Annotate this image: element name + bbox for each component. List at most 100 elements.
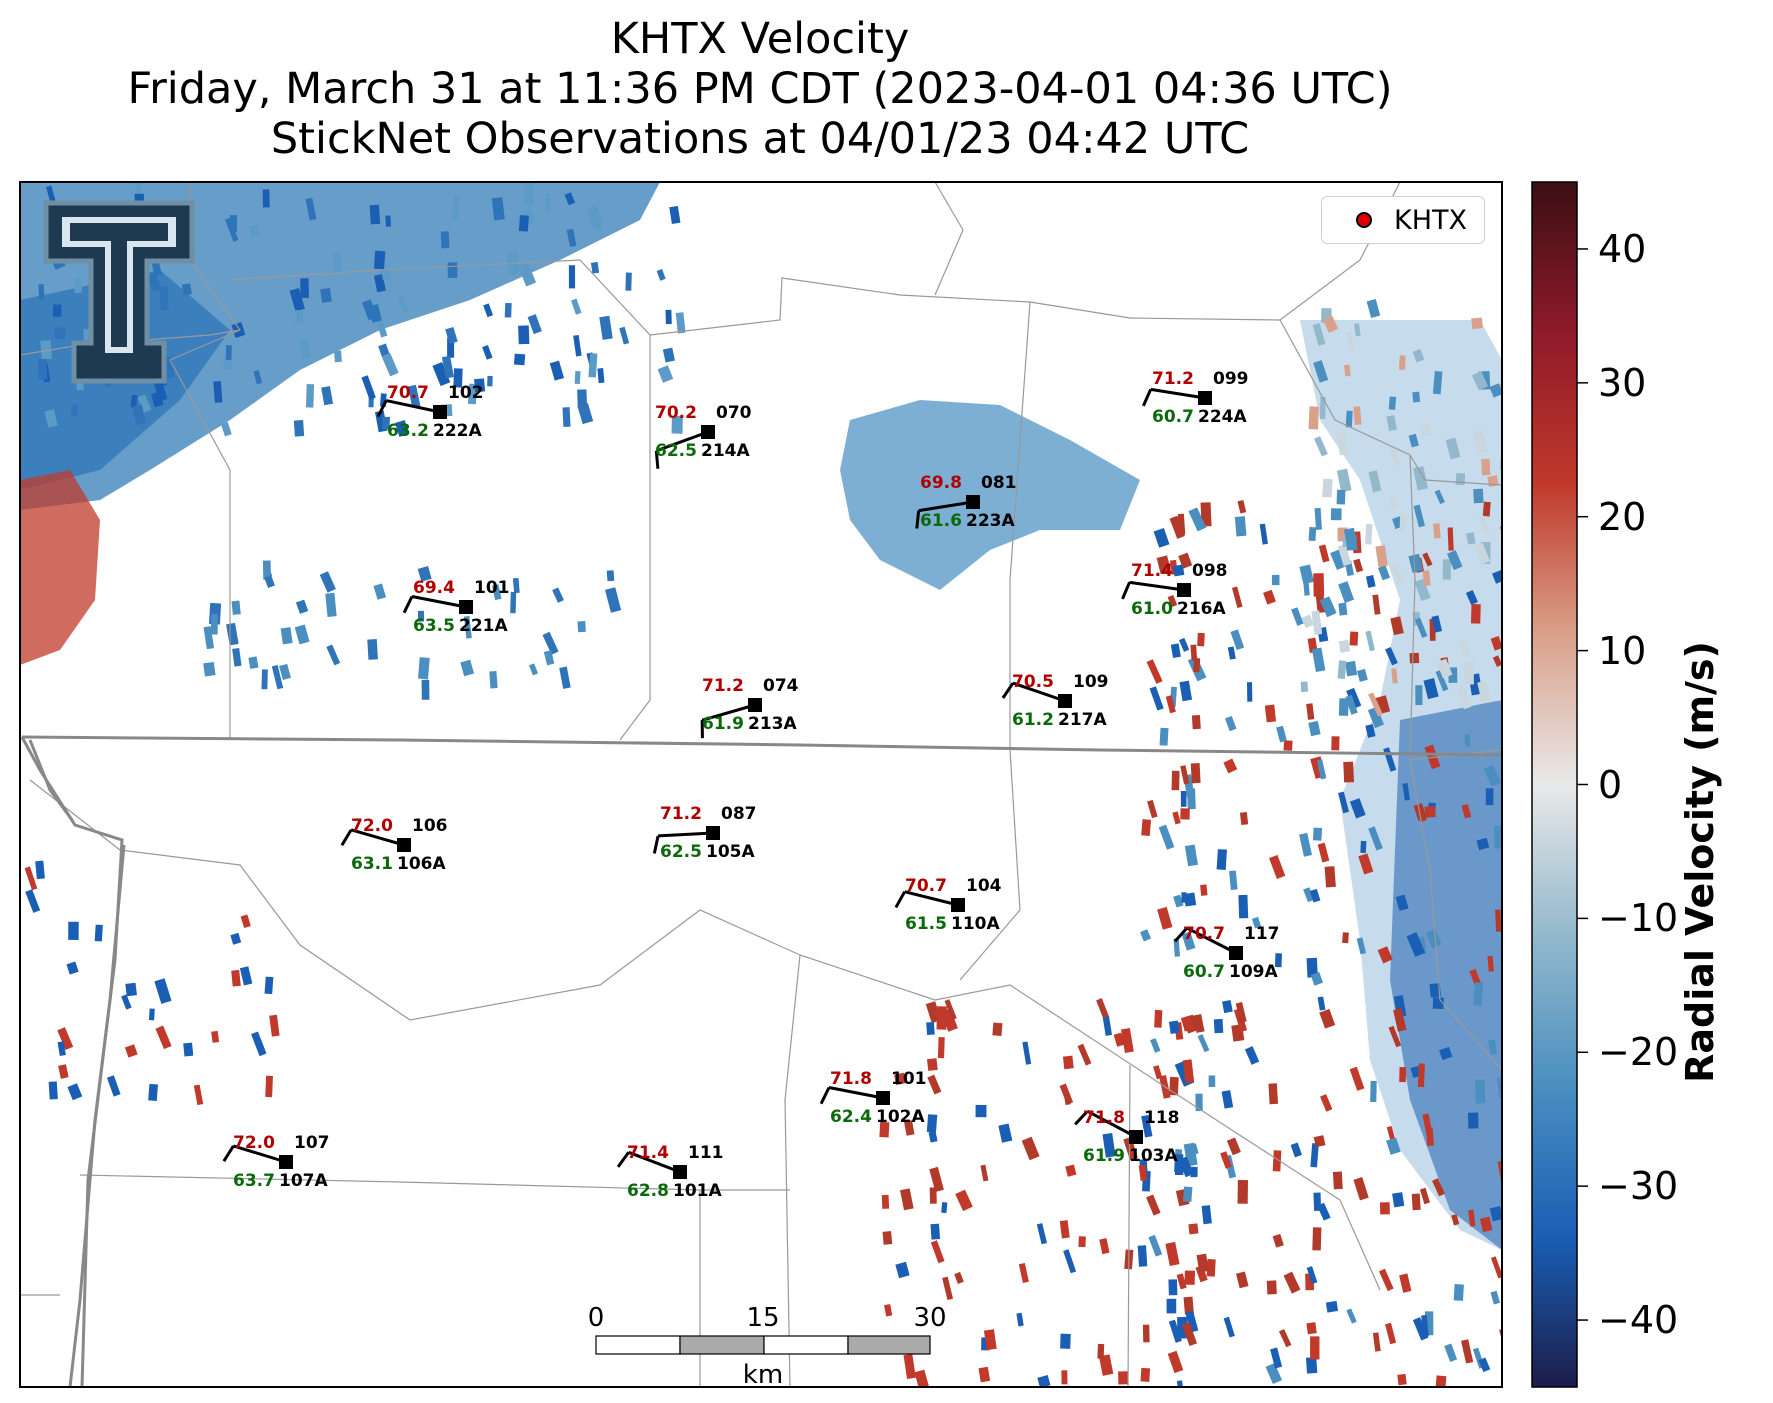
station-dewpoint: 61.5 xyxy=(905,914,947,934)
echo-pixel xyxy=(1413,466,1428,491)
echo-pixel xyxy=(527,314,542,335)
echo-pixel xyxy=(1385,1322,1397,1345)
echo-pixel xyxy=(1306,957,1318,978)
echo-pixel xyxy=(1159,727,1169,746)
echo-pixel xyxy=(1306,1322,1317,1335)
echo-pixel xyxy=(46,185,56,203)
echo-pixel xyxy=(1489,383,1502,398)
echo-pixel xyxy=(1475,1079,1486,1104)
echo-pixel xyxy=(1224,715,1237,732)
echo-pixel xyxy=(524,183,535,206)
echo-pixel xyxy=(1471,371,1489,391)
echo-pixel xyxy=(124,1044,138,1058)
echo-pixel xyxy=(1424,744,1441,770)
station-wind-direction: 101 xyxy=(474,578,510,598)
station-id: 110A xyxy=(951,914,1000,934)
echo-pixel xyxy=(264,976,274,995)
station-marker-icon xyxy=(1198,391,1212,405)
station-wind-direction: 109 xyxy=(1073,672,1109,692)
echo-pixel xyxy=(1423,678,1439,700)
echo-pixel xyxy=(1477,680,1490,697)
echo-pixel xyxy=(1388,396,1397,410)
echo-pixel xyxy=(671,415,683,434)
county-line xyxy=(1009,301,1031,750)
station-temperature: 69.4 xyxy=(413,578,455,598)
echo-pixel xyxy=(1353,406,1362,425)
echo-pixel xyxy=(1137,1245,1148,1267)
echo-pixel xyxy=(1412,391,1421,403)
station-216A: 71.4 098 61.0 216A xyxy=(1121,561,1228,619)
echo-pixel xyxy=(1323,315,1339,333)
echo-pixel xyxy=(1429,983,1442,998)
echo-pixel xyxy=(1183,1296,1194,1315)
echo-pixel xyxy=(73,278,83,294)
echo-pixel xyxy=(1178,552,1193,569)
echo-pixel xyxy=(1308,406,1320,430)
station-temperature: 70.7 xyxy=(387,383,429,403)
echo-pixel xyxy=(417,610,425,622)
echo-pixel xyxy=(264,575,275,589)
echo-pixel xyxy=(155,1025,172,1050)
scale-bar-unit: km xyxy=(743,1360,783,1390)
echo-pixel xyxy=(269,1014,280,1037)
echo-pixel xyxy=(1165,1241,1180,1267)
echo-pixel xyxy=(373,583,387,600)
station-marker-icon xyxy=(1129,1130,1143,1144)
station-id: 223A xyxy=(966,511,1015,531)
echo-pixel xyxy=(1102,1133,1116,1158)
echo-pixel xyxy=(983,1329,997,1351)
echo-pixel xyxy=(1313,573,1325,597)
echo-pixel xyxy=(203,661,216,677)
echo-pixel xyxy=(1485,788,1494,806)
echo-pixel xyxy=(1231,586,1243,609)
echo-pixel xyxy=(1310,1336,1320,1360)
echo-pixel xyxy=(1311,610,1323,635)
echo-pixel xyxy=(1478,1357,1491,1373)
echo-pixel xyxy=(35,860,45,880)
station-102A: 71.8 101 62.4 102A xyxy=(819,1069,927,1127)
echo-pixel xyxy=(1433,523,1441,539)
echo-pixel xyxy=(1197,1034,1210,1053)
wind-barb-staff xyxy=(918,500,974,513)
echo-pixel xyxy=(1377,946,1393,964)
echo-pixel xyxy=(183,1042,194,1057)
echo-pixel xyxy=(1182,1059,1195,1084)
echo-pixel xyxy=(675,312,686,334)
echo-pixel xyxy=(1425,928,1442,949)
echo-pixel xyxy=(1183,892,1197,907)
echo-pixel xyxy=(1432,997,1444,1010)
station-213A: 71.2 074 61.9 213A xyxy=(700,676,799,739)
echo-pixel xyxy=(1310,971,1324,986)
station-wind-direction: 117 xyxy=(1244,924,1280,944)
echo-pixel xyxy=(1422,1113,1433,1135)
echo-pixel xyxy=(385,215,392,227)
echo-pixel xyxy=(293,419,305,437)
echo-pixel xyxy=(1180,765,1190,785)
echo-pixel xyxy=(1385,646,1398,666)
wind-barb-staff xyxy=(350,828,405,847)
state-line xyxy=(28,739,74,821)
echo-pixel xyxy=(1379,1202,1390,1215)
echo-pixel xyxy=(1343,364,1351,377)
echo-pixel xyxy=(955,1189,973,1212)
echo-pixel xyxy=(1299,564,1314,585)
echo-pixel xyxy=(1435,670,1449,692)
echo-pixel xyxy=(881,1194,890,1209)
echo-pixel xyxy=(1365,724,1376,738)
station-temperature: 70.7 xyxy=(905,876,947,896)
echo-region-inbound-red xyxy=(20,470,100,665)
echo-pixel xyxy=(1414,617,1428,639)
echo-pixel xyxy=(1346,1308,1357,1324)
echo-pixel xyxy=(271,664,284,690)
station-wind-direction: 099 xyxy=(1213,369,1249,389)
echo-pixel xyxy=(998,1123,1013,1143)
echo-pixel xyxy=(1402,783,1411,801)
echo-pixel xyxy=(1497,1159,1502,1182)
echo-pixel xyxy=(1142,1324,1150,1343)
echo-pixel xyxy=(1308,720,1321,737)
echo-pixel xyxy=(1464,734,1471,747)
echo-pixel xyxy=(1422,570,1431,586)
echo-pixel xyxy=(1457,686,1472,710)
station-dewpoint: 61.0 xyxy=(1131,599,1173,619)
